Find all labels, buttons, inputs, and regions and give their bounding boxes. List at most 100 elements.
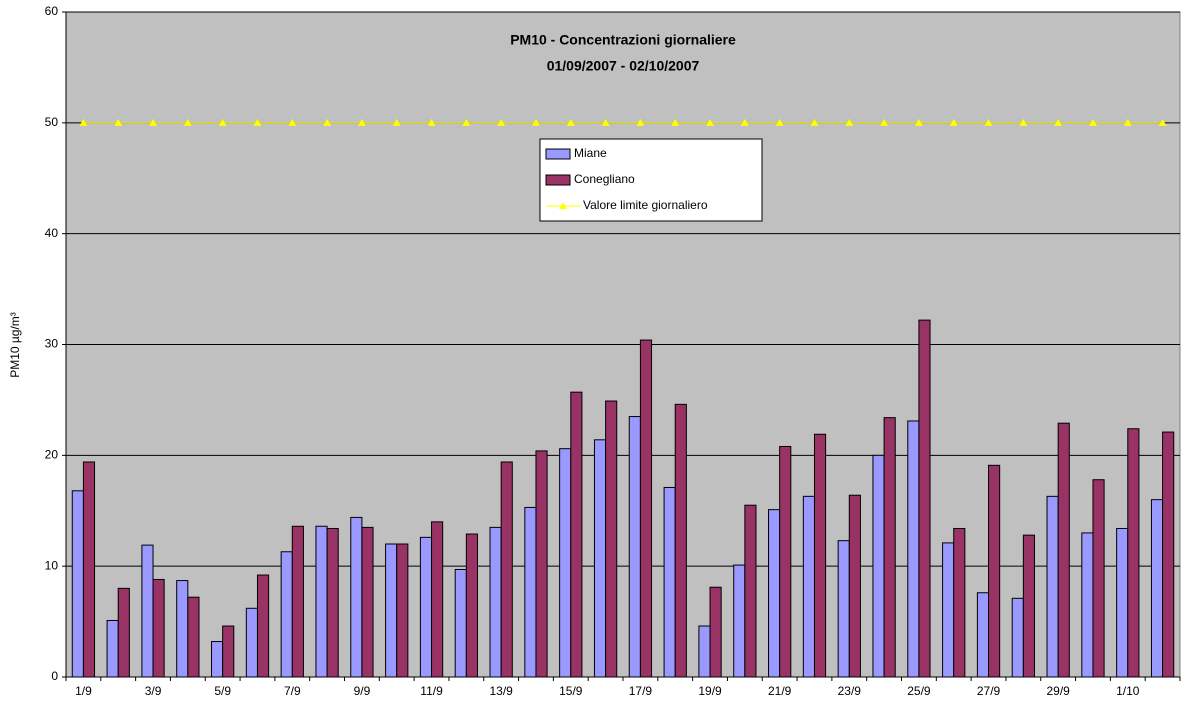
bar	[570, 391, 583, 678]
line-marker	[566, 118, 575, 126]
line-marker	[218, 118, 227, 126]
line-marker	[183, 118, 192, 126]
bar	[385, 543, 398, 678]
bar	[500, 461, 513, 678]
bar	[152, 578, 165, 678]
bar	[326, 527, 339, 678]
bar	[802, 495, 815, 678]
x-tick-label: 9/9	[354, 684, 371, 698]
bar	[454, 568, 467, 678]
line-marker	[114, 118, 123, 126]
y-tick-label: 60	[45, 4, 59, 18]
bar	[1092, 479, 1105, 678]
y-tick-label: 20	[45, 448, 59, 462]
bar	[628, 416, 641, 678]
bar	[709, 586, 722, 678]
x-tick-label: 21/9	[768, 684, 792, 698]
line-marker	[810, 118, 819, 126]
bar	[605, 400, 618, 678]
line-marker	[636, 118, 645, 126]
bar	[106, 619, 119, 678]
x-tick-label: 7/9	[284, 684, 301, 698]
bar	[291, 525, 304, 678]
x-tick-label: 17/9	[629, 684, 653, 698]
x-tick-label: 23/9	[838, 684, 862, 698]
bar	[1162, 431, 1175, 678]
x-tick-label: 13/9	[489, 684, 513, 698]
line-marker	[671, 118, 680, 126]
bar	[361, 526, 374, 678]
bar	[663, 486, 676, 678]
bar	[141, 544, 154, 678]
bar	[942, 542, 955, 678]
line-marker	[253, 118, 262, 126]
bar	[1081, 532, 1094, 678]
x-tick-label: 1/9	[75, 684, 92, 698]
bar	[211, 641, 224, 678]
line-marker	[79, 118, 88, 126]
bar	[489, 526, 502, 678]
x-tick-label: 19/9	[698, 684, 722, 698]
bar	[222, 625, 235, 678]
bar	[953, 527, 966, 678]
bar	[1150, 499, 1164, 678]
x-tick-label: 15/9	[559, 684, 583, 698]
bar	[639, 339, 653, 678]
bar	[280, 551, 293, 678]
line-marker	[1123, 118, 1132, 126]
line-marker	[462, 118, 471, 126]
line-marker	[1158, 118, 1167, 126]
y-tick-label: 50	[45, 115, 59, 129]
line-marker	[984, 118, 993, 126]
bar	[1011, 597, 1024, 678]
x-tick-label: 29/9	[1046, 684, 1070, 698]
line-marker	[845, 118, 854, 126]
bar	[245, 607, 258, 678]
chart-subtitle: 01/09/2007 - 02/10/2007	[547, 58, 700, 74]
x-tick-label: 3/9	[145, 684, 162, 698]
x-tick-label: 5/9	[214, 684, 231, 698]
bar	[837, 540, 850, 678]
line-marker	[357, 118, 366, 126]
bar	[1127, 428, 1140, 678]
bar	[465, 533, 478, 678]
legend-label: Conegliano	[574, 172, 635, 186]
bar	[768, 509, 781, 678]
legend-box	[539, 138, 763, 222]
bar	[883, 417, 896, 678]
bar	[988, 464, 1001, 678]
line-marker	[392, 118, 401, 126]
y-axis-label: PM10 µg/m³	[8, 312, 22, 378]
line-marker	[323, 118, 332, 126]
y-tick-label: 40	[45, 226, 59, 240]
bar	[698, 625, 711, 678]
x-tick-label: 11/9	[420, 684, 443, 698]
bar	[176, 580, 189, 678]
line-marker	[880, 118, 889, 126]
bar	[733, 564, 746, 678]
line-marker	[949, 118, 958, 126]
bar	[559, 448, 572, 678]
bar	[431, 521, 444, 678]
bar	[256, 574, 270, 678]
bar	[848, 494, 861, 678]
line-marker	[1054, 118, 1063, 126]
chart-title: PM10 - Concentrazioni giornaliere	[510, 32, 736, 48]
bar	[779, 445, 792, 678]
line-marker	[149, 118, 158, 126]
line-marker	[740, 118, 749, 126]
line-marker	[706, 118, 715, 126]
y-tick-label: 0	[51, 669, 58, 683]
bar	[71, 490, 84, 678]
x-tick-label: 1/10	[1116, 684, 1140, 698]
legend-swatch	[545, 174, 571, 186]
bar	[1022, 534, 1035, 678]
bar	[813, 433, 827, 678]
bar	[535, 450, 548, 678]
x-tick-label: 25/9	[907, 684, 931, 698]
x-tick-label: 27/9	[977, 684, 1001, 698]
bar	[674, 403, 687, 678]
bar	[315, 525, 328, 678]
y-tick-label: 10	[45, 558, 59, 572]
line-marker	[497, 118, 506, 126]
